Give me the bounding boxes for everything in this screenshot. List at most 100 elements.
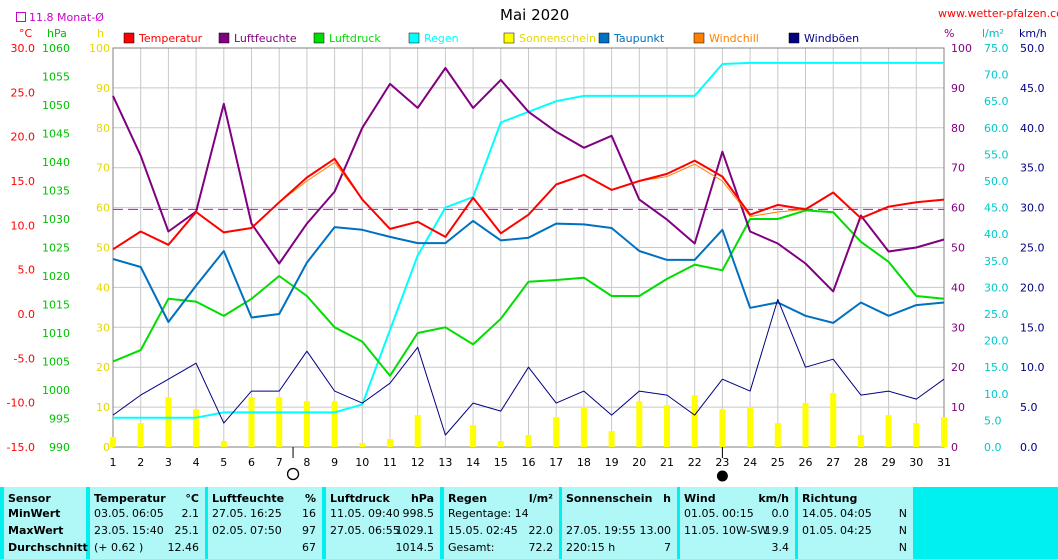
x-tick-label: 29 (882, 456, 896, 469)
stats-row-label: MinWert (8, 507, 61, 520)
x-tick-label: 19 (605, 456, 619, 469)
sunshine-bar (747, 407, 754, 447)
website-link[interactable]: www.wetter-pfalzen.com (938, 7, 1058, 20)
stats-pressure-date: 11.05. (330, 507, 365, 520)
legend-swatch (788, 32, 800, 44)
stats-pressure-time: 09:40 (368, 507, 400, 520)
x-tick-label: 28 (854, 456, 868, 469)
x-tick-label: 3 (165, 456, 172, 469)
stats-sunshine-value: 13.00 (639, 524, 672, 537)
sunshine-bar (913, 423, 920, 447)
wind-tick: 5.0 (1020, 401, 1038, 414)
stats-humidity-date: 02.05. (212, 524, 247, 537)
pressure-tick: 1030 (42, 213, 70, 226)
stats-temperature-value: 2.1 (181, 507, 200, 520)
sunshine-tick: 60 (96, 202, 110, 215)
rain-tick: 55.0 (984, 148, 1009, 161)
sunshine-tick: 20 (96, 361, 110, 374)
stats-row-label: Durchschnitt (8, 541, 88, 554)
stats-humidity-title: Luftfeuchte (212, 492, 285, 505)
rain-tick: 25.0 (984, 308, 1009, 321)
humidity-tick: 60 (951, 202, 965, 215)
unit-pressure: hPa (47, 27, 67, 40)
pressure-tick: 1045 (42, 128, 70, 141)
legend-label: Windböen (804, 32, 859, 45)
sunshine-bar (165, 397, 172, 447)
sunshine-bar (193, 409, 200, 447)
legend-swatch (693, 32, 705, 44)
stats-wind-time: 00:15 (722, 507, 754, 520)
stats-direction-value: N (898, 524, 907, 537)
humidity-tick: 80 (951, 122, 965, 135)
temperature-tick: 20.0 (11, 131, 36, 144)
stats-humidity-value: 97 (302, 524, 316, 537)
sunshine-bar (359, 443, 366, 447)
sunshine-bar (691, 395, 698, 447)
sunshine-bar (553, 417, 560, 447)
stats-sensor-title: Sensor (8, 492, 51, 505)
stats-temperature-date: 03.05. (94, 507, 129, 520)
sunshine-bar (774, 423, 781, 447)
rain-tick: 50.0 (984, 175, 1009, 188)
stats-rain-value: 22.0 (528, 524, 554, 537)
stats-temperature-title: Temperatur (94, 492, 166, 505)
sunshine-bar (303, 401, 310, 447)
temperature-tick: -15.0 (7, 441, 35, 454)
stats-wind-time: 10W-SW (722, 524, 769, 537)
stats-rain-block: Regen l/m² Regentage: 14 15.05. 02:45 22.0 Ges… (444, 487, 559, 559)
x-tick-label: 1 (110, 456, 117, 469)
x-tick-label: 23 (715, 456, 729, 469)
stats-temperature-value: 12.46 (167, 541, 200, 554)
sunshine-tick: 10 (96, 401, 110, 414)
sunshine-bar (137, 423, 144, 447)
rain-tick: 5.0 (984, 414, 1002, 427)
rain-tick: 0.0 (984, 441, 1002, 454)
stats-rain-unit: l/m² (528, 492, 553, 505)
stats-rain-time: 02:45 (486, 524, 518, 537)
sunshine-bar (414, 415, 421, 447)
stats-pressure-date: 27.05. (330, 524, 365, 537)
stats-temperature-unit: °C (185, 492, 199, 505)
rain-tick: 60.0 (984, 122, 1009, 135)
rain-tick: 45.0 (984, 202, 1009, 215)
wind-tick: 50.0 (1020, 42, 1045, 55)
temperature-tick: 15.0 (11, 175, 36, 188)
stats-direction-block: Richtung 14.05. 04:05 N 01.05. 04:25 N N (798, 487, 913, 559)
pressure-tick: 1015 (42, 299, 70, 312)
stats-humidity-block: Luftfeuchte% 27.05. 16:25 16 02.05. 07:50 97 67 (208, 487, 322, 559)
stats-temperature-time: 15:40 (132, 524, 164, 537)
stats-humidity-value: 16 (302, 507, 316, 520)
wind-tick: 30.0 (1020, 202, 1045, 215)
stats-rain-date: Regentage: 14 (448, 507, 529, 520)
series-line-windben (112, 298, 945, 436)
x-tick-label: 5 (220, 456, 227, 469)
sunshine-bar (941, 417, 947, 447)
wind-tick: 35.0 (1020, 162, 1045, 175)
legend-swatch (408, 32, 420, 44)
stats-pressure-time: 06:55 (368, 524, 400, 537)
series-line-luftfeuchte (112, 67, 945, 293)
sunshine-bar (580, 407, 587, 447)
legend-swatch (218, 32, 230, 44)
rain-tick: 40.0 (984, 228, 1009, 241)
sunshine-bar (276, 397, 283, 447)
stats-wind-value: 0.0 (771, 507, 790, 520)
legend-swatch (313, 32, 325, 44)
temperature-tick: 30.0 (11, 42, 36, 55)
unit-wind: km/h (1019, 27, 1047, 40)
stats-sunshine-unit: h (663, 492, 671, 505)
sunshine-bar (608, 431, 615, 447)
sunshine-bar (636, 401, 643, 447)
sunshine-bar (220, 441, 227, 447)
wind-tick: 0.0 (1020, 441, 1038, 454)
wind-tick: 25.0 (1020, 242, 1045, 255)
humidity-tick: 30 (951, 321, 965, 334)
sunshine-tick: 70 (96, 162, 110, 175)
humidity-tick: 10 (951, 401, 965, 414)
wind-tick: 15.0 (1020, 321, 1045, 334)
legend-label: Luftfeuchte (234, 32, 297, 45)
full-moon-icon (286, 467, 300, 481)
x-tick-label: 7 (276, 456, 283, 469)
average-indicator: 11.8 Monat-Ø (16, 11, 104, 24)
stats-temperature-time: 06:05 (132, 507, 164, 520)
